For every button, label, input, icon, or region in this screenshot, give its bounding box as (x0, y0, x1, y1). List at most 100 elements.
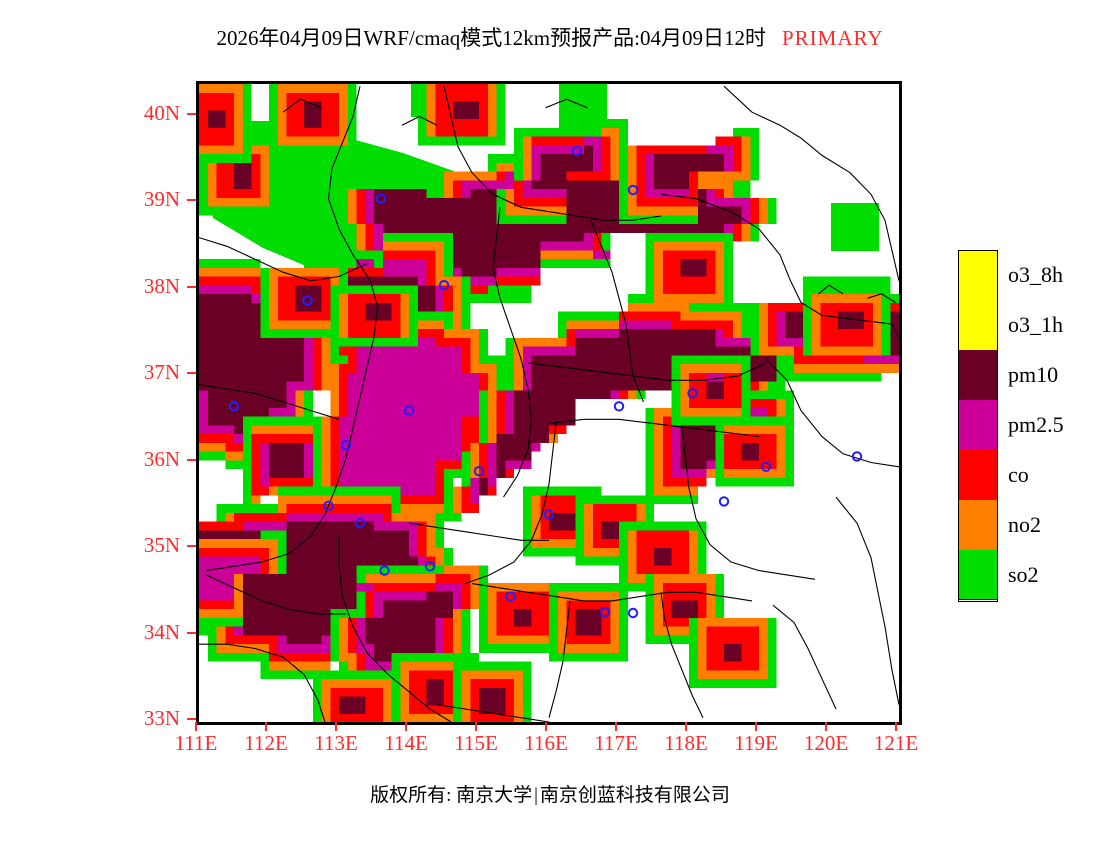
legend-item[interactable]: no2 (958, 500, 1098, 550)
border-line (282, 98, 322, 113)
city-marker[interactable] (323, 500, 334, 511)
pollutant-cell-pm25 (514, 460, 532, 469)
border-line (590, 220, 645, 403)
border-line (443, 86, 662, 221)
city-marker[interactable] (627, 607, 639, 619)
y-tick-label: 34N (143, 619, 180, 644)
legend-item[interactable]: pm10 (958, 350, 1098, 400)
city-marker[interactable] (424, 561, 436, 572)
pollutant-cell-pm10 (269, 442, 304, 478)
border-line (338, 536, 452, 722)
legend-swatch (958, 350, 998, 400)
pollutant-cell-pm25 (199, 556, 261, 601)
y-tick (187, 112, 196, 115)
city-marker[interactable] (627, 184, 639, 196)
pollutant-raster (199, 84, 899, 722)
city-marker[interactable] (340, 440, 352, 451)
x-tick (545, 722, 547, 731)
city-marker[interactable] (403, 405, 415, 416)
province-boundaries (199, 84, 899, 722)
city-marker[interactable] (599, 606, 611, 618)
copyright-separator: | (534, 785, 538, 806)
legend-item[interactable]: o3_1h (958, 300, 1098, 350)
x-tick-label: 113E (314, 731, 358, 755)
city-marker[interactable] (473, 466, 485, 477)
city-marker[interactable] (613, 401, 625, 412)
legend-item[interactable]: o3_8h (958, 250, 1098, 300)
pollutant-cell-pm10 (741, 442, 759, 461)
city-marker[interactable] (851, 451, 863, 462)
pollutant-cell-pm10 (837, 311, 864, 329)
pollutant-cell-pm10 (549, 512, 576, 531)
pollutant-cell-pm10 (365, 591, 453, 662)
city-marker[interactable] (571, 145, 583, 157)
city-marker[interactable] (760, 461, 772, 472)
legend-item[interactable]: co (958, 450, 1098, 500)
city-marker[interactable] (375, 193, 387, 204)
y-tick-label: 36N (143, 446, 180, 471)
city-marker[interactable] (505, 591, 516, 602)
border-line (835, 496, 899, 705)
title-primary-badge: PRIMARY (781, 26, 884, 50)
pollutant-cell-pm10 (575, 609, 602, 636)
pollutant-cell-pm10 (234, 162, 252, 189)
pollutant-cell-pm10 (452, 101, 479, 119)
border-line (867, 293, 896, 303)
legend-item[interactable]: so2 (958, 550, 1098, 600)
pollutant-cell-pm25 (706, 372, 724, 382)
pollutant-cell-pm25 (269, 407, 287, 417)
legend-label: pm10 (1008, 362, 1059, 387)
pollutant-cell-pm25 (479, 276, 497, 286)
y-tick (187, 199, 196, 201)
border-line (548, 418, 760, 438)
x-tick-label: 118E (664, 731, 708, 755)
y-tick-label: 39N (143, 187, 180, 211)
map-plot-area[interactable] (196, 81, 902, 725)
pollutant-cell-pm10 (426, 679, 444, 706)
page-title: 2026年04月09日WRF/cmaq模式12km预报产品:04月09日12时 P… (0, 22, 1100, 52)
city-marker[interactable] (354, 517, 366, 529)
pollutant-cell-pm25 (356, 582, 374, 592)
city-marker[interactable] (379, 565, 390, 576)
legend-item[interactable]: pm2.5 (958, 400, 1098, 450)
pollutant-cell-pm10 (680, 259, 707, 277)
x-tick-label: 116E (524, 731, 568, 755)
pollutant-cell-pm10 (654, 547, 672, 566)
x-tick-label: 115E (454, 731, 498, 755)
y-tick-label: 35N (143, 533, 180, 557)
city-marker[interactable] (438, 280, 450, 291)
x-tick-label: 120E (803, 731, 849, 755)
pollutant-cell-pm10 (724, 644, 742, 662)
border-line (723, 85, 899, 281)
city-marker[interactable] (228, 401, 240, 412)
x-tick (615, 722, 617, 731)
border-line (492, 207, 533, 498)
border-line (205, 574, 346, 615)
x-tick (825, 722, 827, 731)
pollutant-cell-pm10 (514, 609, 532, 627)
border-line (545, 98, 588, 109)
border-line (681, 427, 816, 580)
copyright-right: 南京创蓝科技有限公司 (539, 785, 730, 806)
city-marker[interactable] (543, 509, 555, 520)
border-line (818, 284, 844, 295)
y-tick (187, 285, 196, 288)
y-tick-label: 37N (143, 360, 180, 384)
border-line (436, 704, 550, 722)
legend-label: so2 (1008, 562, 1039, 587)
y-tick-label: 40N (143, 100, 180, 125)
city-marker[interactable] (687, 388, 698, 399)
pollutant-cell-pm10 (654, 154, 724, 189)
border-line (199, 237, 368, 282)
x-tick-label: 111E (174, 731, 218, 755)
x-tick-label: 117E (594, 731, 638, 755)
y-tick-label: 33N (143, 706, 180, 730)
x-tick-label: 119E (734, 731, 778, 755)
legend-label: co (1008, 462, 1029, 487)
border-line (199, 384, 340, 420)
border-line (660, 592, 704, 718)
pollutant-cell-pm25 (592, 250, 611, 259)
city-marker[interactable] (718, 496, 730, 507)
legend-label: pm2.5 (1008, 412, 1064, 437)
city-marker[interactable] (302, 295, 313, 306)
